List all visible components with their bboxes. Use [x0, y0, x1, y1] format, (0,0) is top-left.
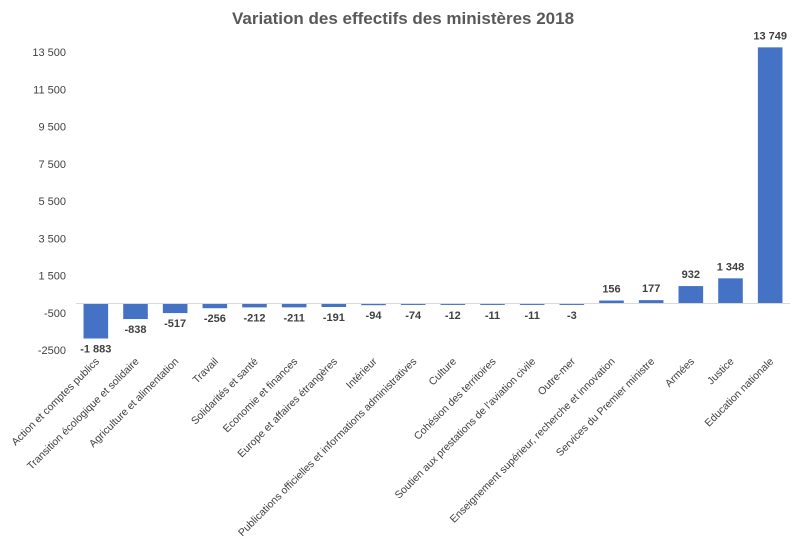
y-tick-label: 13 500	[32, 47, 66, 59]
y-tick-label: -2500	[38, 345, 66, 357]
bar	[321, 303, 347, 307]
y-tick-label: 9 500	[38, 122, 66, 134]
chart-title: Variation des effectifs des ministères 2…	[232, 9, 574, 28]
data-label: -12	[445, 310, 461, 322]
data-label: -517	[164, 318, 186, 330]
bar	[162, 303, 188, 314]
bar	[281, 303, 307, 308]
bar	[361, 303, 386, 306]
data-label: -211	[283, 312, 304, 324]
bar	[83, 303, 109, 339]
data-label: -838	[124, 324, 146, 336]
y-tick-label: -500	[44, 308, 66, 320]
bar	[757, 47, 783, 304]
bar	[559, 303, 585, 305]
y-tick-label: 5 500	[38, 196, 66, 208]
bar	[599, 300, 624, 304]
category-label: Culture	[427, 356, 460, 389]
category-label: Education nationale	[703, 356, 777, 430]
data-label: -3	[567, 310, 577, 322]
category-label: Soutien aux prestations de l'aviation ci…	[393, 356, 539, 502]
data-label: 13 749	[753, 30, 787, 42]
category-label: Solidarités et santé	[189, 356, 261, 428]
bars	[83, 47, 783, 339]
bar	[123, 303, 148, 320]
data-label: -11	[525, 310, 540, 322]
bar	[718, 278, 743, 304]
y-tick-label: 3 500	[38, 233, 66, 245]
bar	[519, 303, 545, 305]
bar	[638, 300, 664, 304]
bar	[480, 303, 505, 305]
bar	[242, 303, 267, 308]
data-label: 156	[602, 284, 620, 296]
data-label: -11	[485, 310, 500, 322]
data-label: -74	[405, 310, 422, 322]
y-axis: -2500 -500 1 500 3 500 5 500 7 500 9 500 11 500…	[32, 47, 66, 357]
category-label: Justice	[705, 356, 737, 388]
bar	[400, 303, 426, 305]
category-label: Travail	[190, 356, 220, 386]
data-label: 932	[682, 269, 700, 281]
y-tick-label: 11 500	[33, 84, 66, 96]
data-label: -1 883	[80, 344, 111, 356]
data-label: -191	[323, 312, 345, 324]
data-label: 1 348	[717, 261, 745, 273]
category-label: Economie et finances	[221, 356, 300, 435]
data-label: -94	[366, 310, 383, 322]
bar	[678, 286, 704, 304]
category-label: Intérieur	[344, 355, 380, 391]
y-tick-label: 1 500	[38, 271, 66, 283]
bar	[202, 303, 228, 309]
category-label: Armées	[663, 356, 697, 390]
y-tick-label: 7 500	[38, 159, 66, 171]
bar	[440, 303, 466, 305]
data-labels: -1 883 -838 -517 -256 -212 -211 -191 -94 -74 -12 -…	[80, 30, 787, 355]
data-label: -256	[204, 313, 226, 325]
data-label: -212	[243, 312, 265, 324]
data-label: 177	[642, 283, 660, 295]
